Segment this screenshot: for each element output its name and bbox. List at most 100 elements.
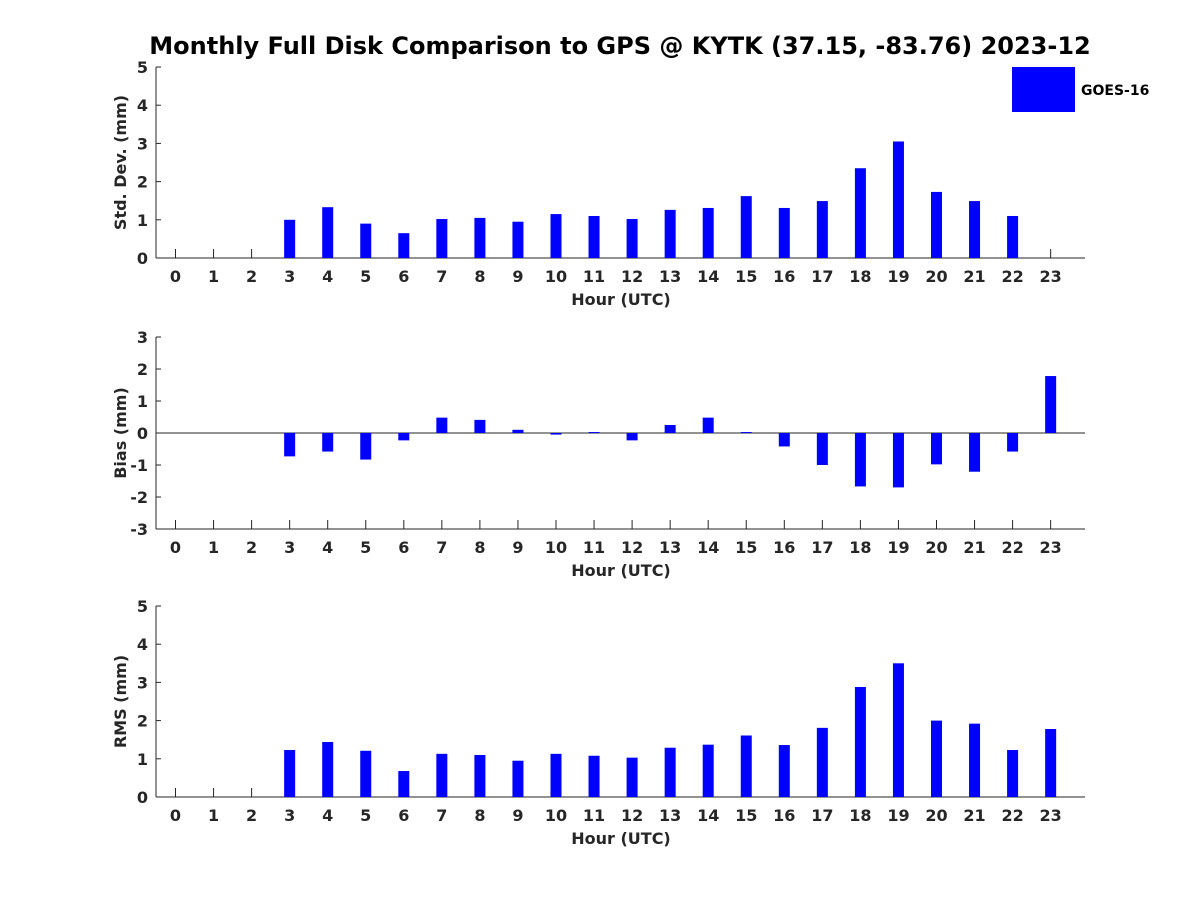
y-tick-label: -2 bbox=[130, 488, 148, 507]
bar-hour-5 bbox=[360, 433, 372, 460]
bar-hour-7 bbox=[436, 753, 448, 797]
bar-hour-23 bbox=[1045, 729, 1057, 797]
y-axis-label: RMS (mm) bbox=[111, 655, 130, 748]
legend-label: GOES-16 bbox=[1081, 83, 1149, 99]
bar-hour-16 bbox=[778, 745, 790, 797]
bar-hour-11 bbox=[588, 432, 600, 433]
legend-swatch bbox=[1012, 67, 1075, 112]
x-tick-label: 1 bbox=[208, 267, 219, 286]
bar-hour-17 bbox=[816, 727, 828, 797]
x-tick-label: 16 bbox=[773, 538, 795, 557]
x-tick-label: 11 bbox=[583, 806, 605, 825]
bar-hour-10 bbox=[550, 433, 562, 435]
x-tick-label: 23 bbox=[1040, 267, 1062, 286]
y-tick-label: 1 bbox=[137, 392, 148, 411]
x-tick-label: 6 bbox=[398, 267, 409, 286]
x-tick-label: 23 bbox=[1040, 538, 1062, 557]
x-tick-label: 17 bbox=[811, 538, 833, 557]
x-tick-label: 19 bbox=[887, 538, 909, 557]
x-tick-label: 18 bbox=[849, 267, 871, 286]
bar-hour-4 bbox=[322, 207, 334, 258]
bar-hour-9 bbox=[512, 760, 524, 797]
x-tick-label: 21 bbox=[963, 538, 985, 557]
x-tick-label: 8 bbox=[474, 806, 485, 825]
bar-hour-10 bbox=[550, 753, 562, 797]
x-tick-label: 8 bbox=[474, 267, 485, 286]
x-tick-label: 12 bbox=[621, 806, 643, 825]
x-tick-label: 3 bbox=[284, 806, 295, 825]
y-tick-label: 1 bbox=[137, 211, 148, 230]
y-tick-label: 4 bbox=[137, 96, 148, 115]
bar-hour-12 bbox=[626, 757, 638, 797]
y-tick-label: 4 bbox=[137, 635, 148, 654]
bar-hour-7 bbox=[436, 417, 448, 433]
x-tick-label: 21 bbox=[963, 806, 985, 825]
bar-hour-17 bbox=[816, 201, 828, 258]
y-tick-label: 5 bbox=[137, 58, 148, 77]
x-tick-label: 11 bbox=[583, 267, 605, 286]
x-tick-label: 15 bbox=[735, 267, 757, 286]
x-tick-label: 19 bbox=[887, 806, 909, 825]
bar-hour-21 bbox=[969, 201, 981, 258]
bar-hour-19 bbox=[892, 141, 904, 258]
x-tick-label: 18 bbox=[849, 806, 871, 825]
legend: GOES-16 bbox=[1012, 67, 1149, 112]
bar-hour-13 bbox=[664, 425, 676, 433]
y-tick-label: 3 bbox=[137, 134, 148, 153]
bar-hour-8 bbox=[474, 754, 486, 797]
bar-hour-4 bbox=[322, 433, 334, 452]
x-tick-label: 2 bbox=[246, 267, 257, 286]
bar-hour-16 bbox=[778, 433, 790, 447]
y-tick-label: 2 bbox=[137, 712, 148, 731]
x-tick-label: 6 bbox=[398, 806, 409, 825]
bar-hour-15 bbox=[740, 735, 752, 797]
bar-hour-6 bbox=[398, 771, 410, 797]
x-tick-label: 4 bbox=[322, 267, 333, 286]
bar-hour-15 bbox=[740, 432, 752, 433]
x-tick-label: 0 bbox=[170, 267, 181, 286]
bar-hour-21 bbox=[969, 433, 981, 472]
x-tick-label: 12 bbox=[621, 538, 643, 557]
bar-hour-11 bbox=[588, 755, 600, 797]
x-tick-label: 14 bbox=[697, 806, 719, 825]
x-tick-label: 22 bbox=[1001, 538, 1023, 557]
bar-hour-20 bbox=[931, 433, 942, 465]
bar-hour-4 bbox=[322, 741, 334, 797]
x-tick-label: 7 bbox=[436, 806, 447, 825]
bar-hour-18 bbox=[854, 686, 866, 797]
x-tick-label: 16 bbox=[773, 267, 795, 286]
x-tick-label: 2 bbox=[246, 538, 257, 557]
y-tick-label: -1 bbox=[130, 456, 148, 475]
x-tick-label: 19 bbox=[887, 267, 909, 286]
x-tick-label: 6 bbox=[398, 538, 409, 557]
y-tick-label: 2 bbox=[137, 360, 148, 379]
bar-hour-18 bbox=[854, 433, 866, 487]
chart-title: Monthly Full Disk Comparison to GPS @ KY… bbox=[149, 32, 1090, 60]
x-tick-label: 12 bbox=[621, 267, 643, 286]
x-axis-label: Hour (UTC) bbox=[571, 829, 671, 848]
bar-hour-5 bbox=[360, 750, 372, 797]
x-tick-label: 16 bbox=[773, 806, 795, 825]
x-tick-label: 10 bbox=[545, 806, 567, 825]
bar-hour-12 bbox=[626, 433, 638, 441]
y-tick-label: 3 bbox=[137, 673, 148, 692]
y-tick-label: 0 bbox=[137, 788, 148, 807]
bar-hour-11 bbox=[588, 215, 600, 258]
x-tick-label: 22 bbox=[1001, 267, 1023, 286]
bar-hour-8 bbox=[474, 419, 486, 433]
x-tick-label: 10 bbox=[545, 267, 567, 286]
y-tick-label: 0 bbox=[137, 249, 148, 268]
x-tick-label: 4 bbox=[322, 806, 333, 825]
bar-hour-13 bbox=[664, 747, 676, 797]
x-tick-label: 5 bbox=[360, 267, 371, 286]
x-tick-label: 3 bbox=[284, 267, 295, 286]
x-tick-label: 0 bbox=[170, 538, 181, 557]
bar-hour-22 bbox=[1007, 215, 1019, 258]
y-tick-label: 0 bbox=[137, 424, 148, 443]
bar-hour-8 bbox=[474, 217, 486, 258]
x-tick-label: 4 bbox=[322, 538, 333, 557]
x-tick-label: 17 bbox=[811, 806, 833, 825]
bar-hour-18 bbox=[854, 168, 866, 258]
